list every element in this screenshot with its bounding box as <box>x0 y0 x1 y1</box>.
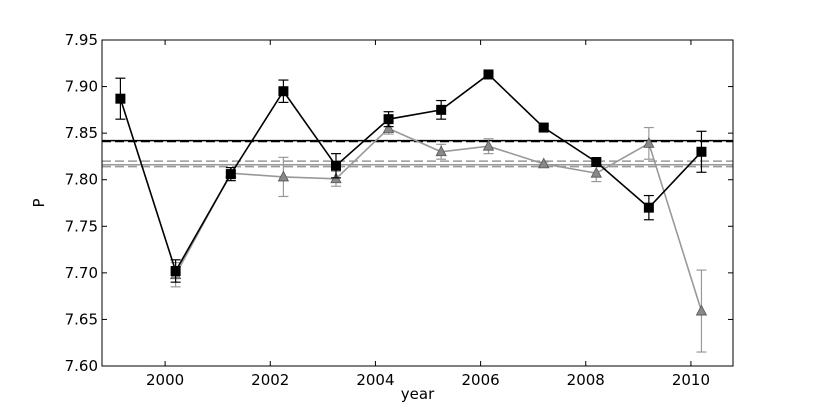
series-layer <box>115 69 708 353</box>
y-tick-label: 7.80 <box>65 171 98 189</box>
x-axis-label: year <box>401 385 435 403</box>
series-line <box>119 73 703 273</box>
data-point <box>695 304 708 316</box>
x-tick-label: 2004 <box>356 371 394 389</box>
data-point <box>277 170 290 182</box>
series-square <box>115 69 707 283</box>
plot-frame <box>101 39 734 367</box>
data-point <box>483 69 494 80</box>
data-point <box>382 122 395 133</box>
y-axis: 7.60 7.65 7.70 7.75 7.80 7.85 7.90 7.95 <box>65 31 733 375</box>
data-point <box>435 145 447 157</box>
data-point <box>538 157 550 169</box>
x-tick-label: 2006 <box>462 371 500 389</box>
data-point <box>115 93 126 104</box>
x-tick-label: 2010 <box>672 371 710 389</box>
data-point <box>278 86 289 97</box>
y-tick-label: 7.85 <box>65 124 98 142</box>
y-tick-label: 7.60 <box>65 357 98 375</box>
data-point <box>538 122 549 133</box>
y-tick-label: 7.75 <box>65 217 98 235</box>
y-tick-label: 7.70 <box>65 264 98 282</box>
data-point <box>643 137 655 148</box>
data-point <box>170 265 181 276</box>
data-point <box>330 160 341 171</box>
x-axis: 2000 2002 2004 2006 2008 2010 <box>146 40 710 389</box>
x-tick-label: 2002 <box>251 371 289 389</box>
data-point <box>696 146 707 157</box>
data-point <box>591 157 602 168</box>
x-tick-label: 2000 <box>146 371 184 389</box>
y-tick-label: 7.95 <box>65 31 98 49</box>
y-tick-label: 7.65 <box>65 310 98 328</box>
x-tick-label: 2008 <box>567 371 605 389</box>
reference-lines <box>102 139 733 168</box>
data-point <box>643 202 654 213</box>
y-tick-label: 7.90 <box>65 78 98 96</box>
data-point <box>225 169 236 180</box>
y-axis-label: P <box>30 198 48 207</box>
data-point <box>436 104 447 115</box>
data-point <box>482 139 495 151</box>
data-point <box>590 166 602 178</box>
data-point <box>383 114 394 125</box>
